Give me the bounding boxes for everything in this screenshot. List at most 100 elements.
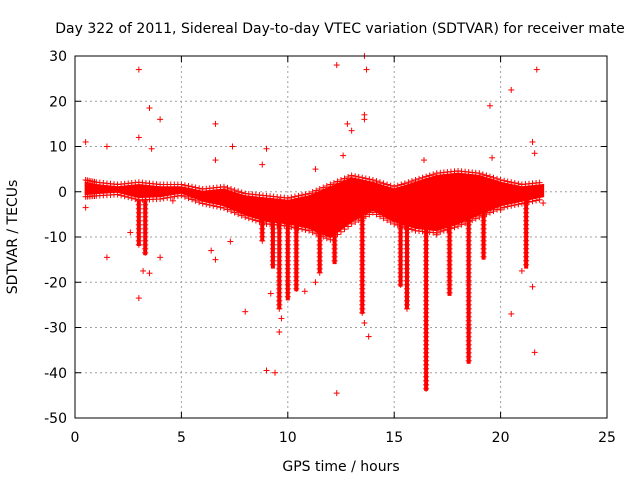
data-point bbox=[181, 182, 188, 189]
y-tick-label: -40 bbox=[44, 366, 67, 382]
data-point bbox=[212, 256, 219, 263]
data-point bbox=[224, 206, 231, 213]
data-point bbox=[345, 173, 352, 180]
x-axis-label: GPS time / hours bbox=[282, 459, 399, 475]
data-point bbox=[362, 175, 369, 182]
data-point bbox=[298, 226, 305, 233]
y-tick-label: -10 bbox=[44, 230, 67, 246]
data-point bbox=[529, 198, 536, 205]
data-point bbox=[212, 120, 219, 127]
data-point bbox=[361, 319, 368, 326]
data-point bbox=[536, 196, 543, 203]
data-point bbox=[531, 150, 538, 157]
data-point bbox=[352, 173, 359, 180]
data-point bbox=[327, 181, 334, 188]
data-point bbox=[331, 257, 338, 264]
data-point bbox=[515, 201, 522, 208]
data-point bbox=[135, 66, 142, 73]
data-point bbox=[508, 179, 515, 186]
data-point bbox=[231, 209, 238, 216]
data-point bbox=[272, 369, 279, 376]
data-point bbox=[483, 172, 490, 179]
data-point bbox=[529, 283, 536, 290]
data-point bbox=[423, 173, 430, 180]
data-point bbox=[391, 220, 398, 227]
data-point bbox=[345, 223, 352, 230]
data-point bbox=[486, 209, 493, 216]
data-point bbox=[140, 267, 147, 274]
data-point bbox=[217, 204, 224, 211]
data-point bbox=[210, 202, 217, 209]
data-point bbox=[196, 199, 203, 206]
data-point bbox=[437, 228, 444, 235]
data-point bbox=[511, 202, 518, 209]
data-point bbox=[203, 201, 210, 208]
data-point bbox=[309, 229, 316, 236]
data-point bbox=[220, 205, 227, 212]
data-point bbox=[523, 261, 530, 268]
x-tick-label: 25 bbox=[598, 430, 616, 446]
data-point bbox=[394, 182, 401, 189]
data-point bbox=[231, 187, 238, 194]
data-point bbox=[228, 186, 235, 193]
data-point bbox=[380, 215, 387, 222]
data-point bbox=[306, 190, 313, 197]
data-point bbox=[465, 357, 472, 364]
y-tick-label: -50 bbox=[44, 411, 67, 427]
x-tick-label: 0 bbox=[71, 430, 80, 446]
data-point bbox=[377, 213, 384, 220]
data-point bbox=[189, 183, 196, 190]
data-point bbox=[391, 183, 398, 190]
data-point bbox=[426, 172, 433, 179]
data-point bbox=[229, 143, 236, 150]
data-point bbox=[451, 224, 458, 231]
data-point bbox=[157, 116, 164, 123]
data-point bbox=[227, 238, 234, 245]
data-point bbox=[189, 196, 196, 203]
data-point bbox=[103, 254, 110, 261]
data-point bbox=[178, 181, 185, 188]
data-point bbox=[476, 170, 483, 177]
data-point bbox=[164, 194, 171, 201]
data-point bbox=[125, 194, 132, 201]
data-point bbox=[252, 217, 259, 224]
data-point bbox=[338, 228, 344, 235]
y-tick-label: 30 bbox=[49, 49, 67, 65]
data-point bbox=[423, 385, 430, 392]
data-point bbox=[298, 192, 305, 199]
data-point bbox=[135, 241, 142, 248]
ticks: 0 5 10 15 20 25 30 20 10 0 -10 -20 -30 -40 -50 bbox=[44, 49, 616, 446]
data-point bbox=[263, 367, 270, 374]
data-point bbox=[397, 281, 404, 288]
data-point bbox=[366, 176, 373, 183]
data-point bbox=[316, 269, 323, 276]
data-point bbox=[199, 200, 206, 207]
data-point bbox=[508, 86, 515, 93]
data-point bbox=[401, 180, 408, 187]
data-point bbox=[384, 217, 391, 224]
data-point bbox=[121, 193, 128, 200]
data-point bbox=[486, 102, 493, 109]
data-point bbox=[479, 171, 486, 178]
data-point bbox=[333, 62, 340, 69]
data-point bbox=[157, 254, 164, 261]
data-point bbox=[419, 174, 426, 181]
data-point bbox=[316, 186, 323, 193]
data-point bbox=[489, 154, 496, 161]
y-axis-label: SDTVAR / TECUs bbox=[5, 180, 21, 295]
y-tick-label: -30 bbox=[44, 321, 67, 337]
data-point bbox=[333, 390, 340, 397]
data-point bbox=[518, 267, 525, 274]
data-point bbox=[341, 175, 348, 182]
data-point bbox=[540, 200, 547, 207]
data-point bbox=[533, 66, 540, 73]
data-point bbox=[529, 138, 536, 145]
data-point bbox=[213, 203, 220, 210]
data-point bbox=[242, 308, 249, 315]
data-point bbox=[384, 181, 391, 188]
data-point bbox=[458, 221, 465, 228]
data-point bbox=[309, 189, 316, 196]
data-point bbox=[403, 305, 410, 312]
data-point bbox=[480, 253, 487, 260]
data-point bbox=[293, 285, 300, 292]
